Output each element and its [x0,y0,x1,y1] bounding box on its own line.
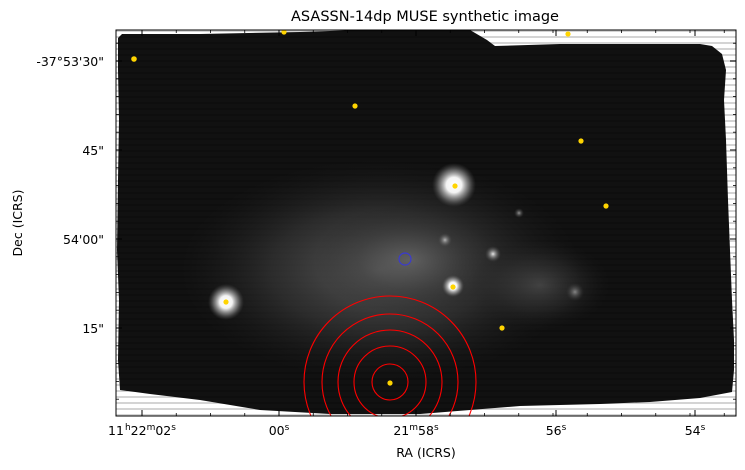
figure-title: ASASSN-14dp MUSE synthetic image [291,9,559,25]
source-marker [578,138,584,144]
source-marker [223,299,229,305]
faint-source-glow [566,283,584,301]
source-marker [281,30,287,35]
y-axis-ticks [116,60,736,329]
x-minor-ticks [175,30,725,416]
source-markers [131,30,609,386]
source-marker [452,183,458,189]
y-minor-ticks [116,42,736,400]
x-tick-labels: 11h22m02s 00s 21m58s 56s 54s [108,423,706,438]
x-tick-label: 00s [269,423,290,438]
aperture-ring [321,313,459,416]
plot-frame [115,29,737,417]
y-tick-label: -37°53'30" [36,54,104,69]
x-tick-label: 56s [546,423,567,438]
y-tick-labels: -37°53'30" 45" 54'00" 15" [36,54,104,336]
source-marker [131,56,137,62]
x-tick-label: 54s [685,423,706,438]
aperture-ring [303,295,477,416]
y-tick-label: 15" [82,321,104,336]
x-tick-label: 11h22m02s [108,423,176,438]
red-aperture-rings [303,295,477,416]
y-axis-label: Dec (ICRS) [10,190,25,257]
source-marker [603,203,609,209]
sky-image [116,30,736,416]
y-tick-label: 54'00" [63,232,104,247]
x-tick-label: 21m58s [393,423,439,438]
x-axis-label: RA (ICRS) [396,445,456,460]
aperture-ring [371,363,409,401]
nebula-glow-right [470,240,610,330]
source-marker [565,31,571,37]
source-marker [387,380,393,386]
aperture-ring [337,329,443,416]
source-marker [352,103,358,109]
x-axis-ticks [141,30,696,416]
source-marker [450,284,456,290]
faint-source-glow [438,233,452,247]
faint-source-glow [514,208,524,218]
blue-target-circle [398,252,412,266]
y-tick-label: 45" [82,143,104,158]
aperture-ring [353,345,427,416]
source-marker [499,325,505,331]
faint-source-glow [485,246,501,262]
